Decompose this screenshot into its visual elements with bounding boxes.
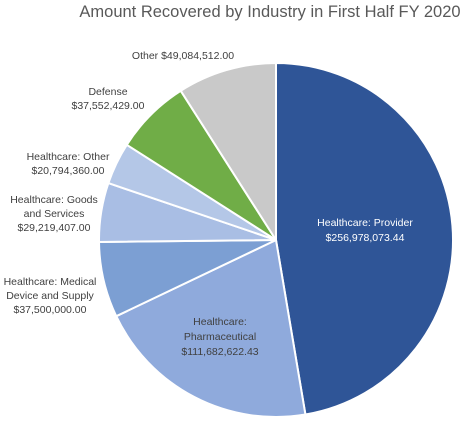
slice-value-label: $20,794,360.00: [32, 165, 105, 177]
pie-labels: Healthcare: Provider $256,978,073.44Healt…: [4, 50, 414, 358]
slice-name-label: Defense: [88, 86, 127, 98]
slice-name-label: Healthcare: Provider: [317, 217, 413, 229]
slice-label: Healthcare: Pharmaceutical $111,682,622.43: [181, 316, 258, 358]
slice-value-label: $37,500,000.00: [14, 304, 87, 316]
slice-name-label: Pharmaceutical: [184, 331, 256, 343]
slice-label-line: Other $49,084,512.00: [132, 50, 234, 62]
pie-slice: [275, 62, 454, 416]
slice-name-label: and Services: [24, 208, 85, 220]
pie-slice: [179, 62, 277, 241]
pie-slice: [115, 239, 307, 418]
slice-value-label: $111,682,622.43: [181, 346, 258, 358]
slice-name-label: Device and Supply: [6, 290, 94, 302]
slice-name-label: Healthcare:: [193, 316, 247, 328]
chart-title: Amount Recovered by Industry in First Ha…: [79, 3, 460, 21]
slice-value-label: $29,219,407.00: [18, 222, 91, 234]
pie-slices: [98, 62, 454, 418]
slice-label: Other $49,084,512.00: [132, 50, 234, 62]
slice-label: Defense $37,552,429.00: [72, 86, 145, 112]
slice-value-label: $256,978,073.44: [326, 232, 405, 244]
slice-name-label: Healthcare: Goods: [10, 194, 98, 206]
slice-name-label: Healthcare: Other: [27, 151, 110, 163]
slice-label: Healthcare: Provider $256,978,073.44: [317, 217, 413, 244]
slice-label: Healthcare: Goods and Services $29,219,407…: [10, 194, 98, 234]
slice-label: Healthcare: Other $20,794,360.00: [27, 151, 110, 177]
slice-value-label: $37,552,429.00: [72, 100, 145, 112]
slice-label: Healthcare: Medical Device and Supply $37,…: [4, 276, 97, 316]
slice-name-label: Healthcare: Medical: [4, 276, 97, 288]
